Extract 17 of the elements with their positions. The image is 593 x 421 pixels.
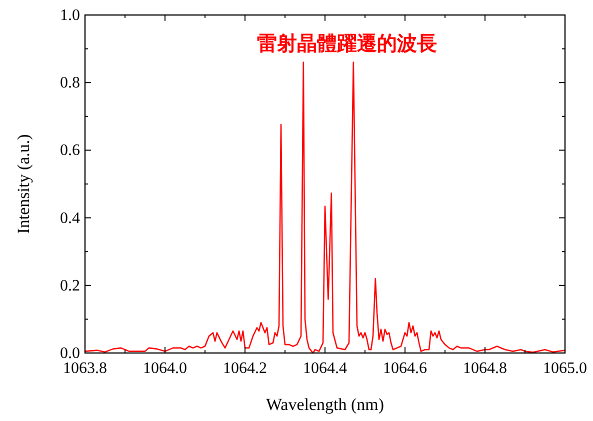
- x-tick-label: 1063.8: [63, 360, 107, 377]
- y-axis-title: Intensity (a.u.): [14, 134, 33, 234]
- y-tick-label: 0.4: [60, 210, 80, 227]
- y-tick-label: 0.6: [60, 142, 80, 160]
- x-axis-title: Wavelength (nm): [266, 395, 384, 414]
- x-tick-label: 1064.6: [383, 360, 427, 377]
- line-series: [84, 62, 566, 354]
- annotation: 雷射晶體躍遷的波長: [257, 31, 437, 55]
- x-tick-label: 1064.8: [463, 360, 507, 377]
- y-tick-label: 0.2: [60, 277, 80, 294]
- x-tick-label: 1064.2: [223, 360, 267, 377]
- x-tick-label: 1065.0: [543, 360, 587, 377]
- x-tick-label: 1064.0: [143, 360, 187, 377]
- y-tick-label: 0.8: [60, 74, 80, 92]
- y-tick-label: 0.0: [60, 345, 80, 362]
- x-tick-label: 1064.4: [303, 360, 347, 377]
- y-tick-label: 1.0: [60, 7, 80, 24]
